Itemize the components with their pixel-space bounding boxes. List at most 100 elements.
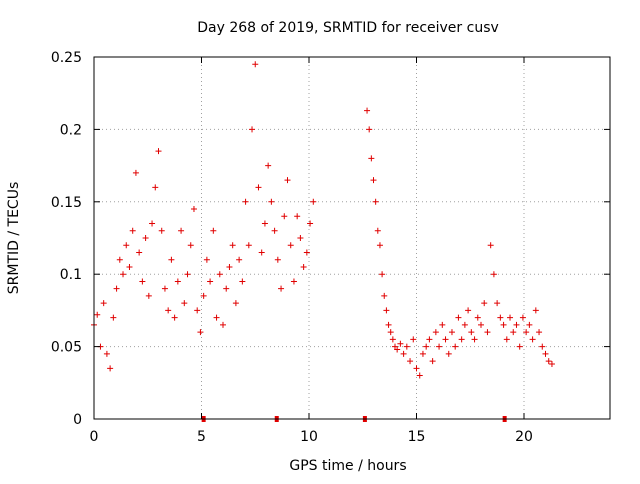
data-point [478,321,484,328]
data-point [416,372,423,379]
data-point [284,177,291,184]
data-point [278,285,285,292]
data-point [445,350,452,357]
data-point [203,256,210,263]
data-point [545,358,552,365]
data-point [436,343,443,350]
data-point [385,321,392,328]
grid-layer [93,56,610,420]
data-point [245,242,252,249]
data-point [507,314,514,321]
data-point [216,271,223,278]
data-point [503,336,510,343]
data-point [152,184,159,191]
data-point [171,314,178,321]
data-point [136,249,143,256]
data-point [226,263,233,270]
data-point [370,177,377,184]
data-point [379,271,386,278]
data-point [149,220,156,227]
data-point [368,155,375,162]
data-point [455,314,462,321]
data-point [155,148,162,155]
data-point [448,329,455,336]
data-point [100,300,107,307]
data-point [129,227,136,234]
data-point [113,285,120,292]
data-point [474,314,481,321]
data-point [536,329,543,336]
data-point [274,256,281,263]
data-point [383,307,390,314]
data-point [239,278,246,285]
data-point [161,285,168,292]
data-point [103,350,110,357]
data-point [229,242,236,249]
data-point [190,206,197,213]
data-point [197,329,204,336]
data-point [519,314,526,321]
data-point [271,227,278,234]
data-point [516,343,523,350]
data-point [123,242,130,249]
data-point [255,184,262,191]
data-point [265,162,272,169]
data-point [178,227,185,234]
data-point [207,278,214,285]
data-point [139,278,146,285]
data-point [236,256,243,263]
x-tick-label: 0 [90,429,99,445]
data-point [429,358,436,365]
data-point [381,292,388,299]
data-point [468,329,475,336]
data-point [249,126,256,133]
data-point [481,300,488,307]
data-point [107,365,114,372]
data-point [287,242,294,249]
y-tick-label: 0.15 [51,195,82,211]
data-point [423,343,430,350]
data-point [419,350,426,357]
data-point [187,242,194,249]
data-point [403,343,410,350]
data-point [303,249,310,256]
data-point [261,220,268,227]
data-point [223,285,230,292]
data-point [297,235,304,241]
y-tick-label: 0 [73,412,82,428]
ticks-layer [93,56,610,420]
data-point [132,169,139,176]
data-point [307,220,314,227]
data-point [410,336,417,343]
data-point [458,336,465,343]
data-point [542,350,549,357]
data-point [168,256,175,263]
data-point [487,242,494,249]
data-point [213,314,220,321]
data-point [532,307,539,314]
data-point [300,263,307,270]
x-tick-label: 15 [408,429,426,445]
data-point [281,213,288,220]
data-point [461,321,468,328]
data-point [374,227,381,234]
chart-title: Day 268 of 2019, SRMTID for receiver cus… [197,20,499,36]
data-point [158,227,165,234]
data-point [389,336,396,343]
data-point [232,300,239,307]
y-tick-label: 0.05 [51,340,82,356]
data-point [200,292,207,299]
data-point [471,336,478,343]
data-point [94,311,101,318]
data-point [120,271,127,278]
data-point [145,292,152,299]
data-point [539,343,546,350]
data-point [513,321,520,328]
data-point [426,336,433,343]
data-point [184,271,191,278]
data-point [194,307,201,314]
data-point [526,321,533,328]
x-tick-label: 5 [197,429,206,445]
data-point [407,358,414,365]
